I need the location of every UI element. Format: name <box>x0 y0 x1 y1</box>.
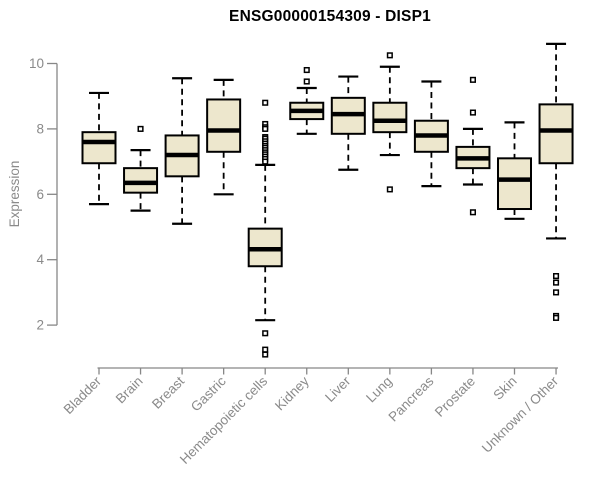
boxplot-bladder <box>81 91 117 206</box>
boxplot-liver <box>330 75 366 171</box>
outlier-point <box>262 346 269 353</box>
x-category-label-skin: Skin <box>490 374 519 403</box>
outlier-point <box>386 52 393 59</box>
x-category-label-unknown-other: Unknown / Other <box>479 373 562 456</box>
y-tick-label: 10 <box>29 56 44 71</box>
outlier-point <box>262 351 269 358</box>
x-category-label-liver: Liver <box>322 373 354 405</box>
boxplot-brain <box>123 125 159 212</box>
outlier-point <box>303 66 310 74</box>
outlier-point <box>469 209 476 216</box>
y-tick-label: 4 <box>36 252 44 267</box>
outlier-point <box>262 330 269 337</box>
chart-title: ENSG00000154309 - DISP1 <box>229 8 431 25</box>
x-category-label-brain: Brain <box>113 374 146 407</box>
x-category-label-gastric: Gastric <box>188 373 229 414</box>
boxplot-kidney <box>289 66 325 135</box>
outlier-point <box>469 109 476 116</box>
boxplot-skin <box>497 121 532 220</box>
outlier-point <box>137 125 144 132</box>
x-category-label-breast: Breast <box>149 373 187 411</box>
outlier-point <box>553 289 560 296</box>
box <box>206 98 242 153</box>
outlier-point <box>303 78 310 85</box>
outlier-point <box>553 314 560 321</box>
outlier-point <box>553 273 560 280</box>
boxplot-lung <box>372 52 408 193</box>
boxplot-unknown-other <box>538 42 574 321</box>
box <box>81 131 117 165</box>
box <box>538 103 574 165</box>
outlier-point <box>553 279 560 286</box>
x-category-label-pancreas: Pancreas <box>386 373 437 424</box>
boxplot-hematopoietic-cells <box>247 99 283 358</box>
y-axis-label: Expression <box>7 161 22 228</box>
x-category-label-kidney: Kidney <box>272 373 312 413</box>
x-category-label-prostate: Prostate <box>432 374 478 420</box>
boxplot-gastric <box>206 78 242 196</box>
boxplot-prostate <box>455 76 491 216</box>
outlier-point <box>262 99 269 106</box>
y-tick-label: 6 <box>36 187 44 202</box>
y-tick-label: 8 <box>36 121 44 136</box>
boxplot-breast <box>164 77 200 225</box>
outlier-point <box>386 186 393 193</box>
y-tick-label: 2 <box>36 318 44 333</box>
x-category-label-lung: Lung <box>363 374 395 406</box>
outlier-point <box>469 76 476 83</box>
box <box>123 167 159 194</box>
outlier-point <box>262 158 269 165</box>
outlier-point <box>262 125 269 132</box>
x-category-label-bladder: Bladder <box>61 373 105 417</box>
boxplot-pancreas <box>413 80 449 188</box>
box <box>372 101 408 134</box>
box <box>497 157 532 211</box>
